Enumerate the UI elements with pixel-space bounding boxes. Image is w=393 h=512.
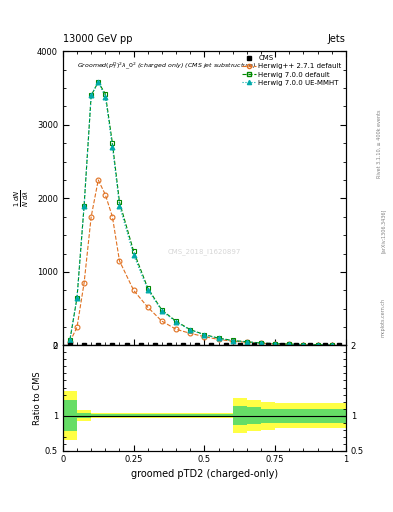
Text: Jets: Jets <box>328 33 346 44</box>
Text: 13000 GeV pp: 13000 GeV pp <box>63 33 132 44</box>
Text: CMS_2018_I1620897: CMS_2018_I1620897 <box>168 248 241 254</box>
Text: [arXiv:1306.3436]: [arXiv:1306.3436] <box>381 208 386 252</box>
Text: Rivet 3.1.10, ≥ 400k events: Rivet 3.1.10, ≥ 400k events <box>377 109 382 178</box>
Y-axis label: Ratio to CMS: Ratio to CMS <box>33 371 42 425</box>
Text: Groomed$(p_T^D)^2\lambda\_0^2$ (charged only) (CMS jet substructure): Groomed$(p_T^D)^2\lambda\_0^2$ (charged … <box>77 60 257 71</box>
Text: mcplots.cern.ch: mcplots.cern.ch <box>381 298 386 337</box>
X-axis label: groomed pTD2 (charged-only): groomed pTD2 (charged-only) <box>131 468 278 479</box>
Y-axis label: $\frac{1}{N}\frac{dN}{d\lambda}$: $\frac{1}{N}\frac{dN}{d\lambda}$ <box>13 189 31 207</box>
Legend: CMS, Herwig++ 2.7.1 default, Herwig 7.0.0 default, Herwig 7.0.0 UE-MMHT: CMS, Herwig++ 2.7.1 default, Herwig 7.0.… <box>241 55 342 87</box>
